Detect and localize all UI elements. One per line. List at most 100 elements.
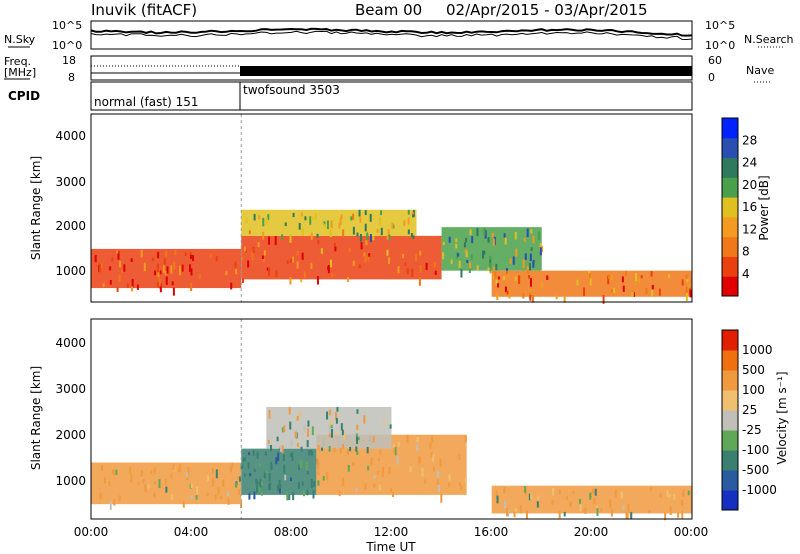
velocity-speckle bbox=[600, 508, 603, 512]
power-speckle bbox=[442, 241, 445, 246]
power-speckle bbox=[411, 268, 414, 278]
power-speckle bbox=[304, 216, 307, 221]
velocity-speckle bbox=[687, 490, 690, 496]
velocity-speckle bbox=[206, 475, 209, 482]
velocity-speckle bbox=[460, 485, 463, 490]
power-speckle bbox=[350, 216, 353, 221]
velocity-speckle bbox=[206, 492, 209, 496]
velocity-speckle bbox=[669, 506, 672, 515]
velocity-speckle bbox=[301, 481, 304, 486]
velocity-speckle bbox=[592, 488, 595, 494]
velocity-speckle bbox=[172, 463, 175, 471]
nave-tick-low: 0 bbox=[708, 71, 715, 84]
velocity-colorbar-swatch bbox=[722, 390, 738, 411]
power-speckle bbox=[286, 260, 289, 265]
power-speckle bbox=[296, 261, 299, 269]
power-speckle bbox=[281, 234, 284, 240]
velocity-speckle bbox=[289, 421, 292, 430]
power-speckle bbox=[198, 273, 201, 280]
power-speckle bbox=[310, 232, 313, 240]
power-speckle bbox=[412, 214, 415, 218]
power-speckle bbox=[528, 262, 531, 271]
nave-label: Nave bbox=[746, 64, 774, 77]
power-speckle bbox=[330, 220, 333, 229]
power-speckle bbox=[483, 227, 486, 236]
power-speckle bbox=[392, 224, 395, 229]
velocity-speckle bbox=[248, 493, 251, 500]
velocity-speckle bbox=[234, 482, 237, 488]
power-speckle bbox=[522, 293, 525, 299]
power-speckle bbox=[685, 286, 688, 295]
power-speckle bbox=[261, 255, 264, 259]
power-speckle bbox=[296, 251, 299, 256]
velocity-colorbar-tick: -100 bbox=[742, 443, 769, 457]
power-speckle bbox=[506, 273, 509, 277]
power-speckle bbox=[514, 231, 517, 240]
power-speckle bbox=[494, 271, 497, 280]
power-speckle bbox=[365, 240, 368, 246]
velocity-speckle bbox=[296, 415, 299, 421]
power-speckle bbox=[268, 236, 271, 245]
power-colorbar-label: Power [dB] bbox=[757, 175, 771, 240]
power-speckle bbox=[159, 270, 162, 275]
velocity-speckle bbox=[668, 494, 671, 498]
power-speckle bbox=[476, 265, 479, 271]
power-speckle bbox=[102, 283, 105, 287]
power-speckle bbox=[215, 255, 218, 262]
power-speckle bbox=[303, 271, 306, 278]
velocity-speckle bbox=[448, 474, 451, 481]
velocity-speckle bbox=[189, 483, 192, 489]
power-speckle bbox=[316, 233, 319, 238]
power-speckle bbox=[448, 236, 451, 243]
velocity-speckle bbox=[383, 420, 386, 424]
power-speckle bbox=[688, 284, 691, 289]
power-speckle bbox=[540, 245, 543, 253]
velocity-speckle bbox=[378, 484, 381, 491]
velocity-speckle bbox=[153, 492, 156, 498]
power-speckle bbox=[184, 252, 187, 256]
power-speckle bbox=[450, 259, 453, 264]
power-speckle bbox=[514, 276, 517, 282]
power-speckle bbox=[369, 234, 372, 243]
power-speckle bbox=[342, 229, 345, 237]
velocity-speckle bbox=[278, 479, 281, 486]
velocity-speckle bbox=[507, 509, 510, 517]
velocity-speckle bbox=[258, 463, 261, 467]
velocity-speckle bbox=[458, 482, 461, 486]
velocity-speckle bbox=[373, 474, 376, 479]
power-speckle bbox=[635, 272, 638, 282]
velocity-speckle bbox=[306, 470, 309, 475]
power-speckle bbox=[487, 267, 490, 271]
velocity-speckle bbox=[392, 443, 395, 448]
velocity-speckle bbox=[281, 445, 284, 454]
power-speckle bbox=[503, 275, 506, 280]
velocity-speckle bbox=[129, 466, 132, 475]
velocity-speckle bbox=[448, 482, 451, 487]
power-speckle bbox=[523, 237, 526, 242]
power-speckle bbox=[632, 292, 635, 297]
power-speckle bbox=[111, 257, 114, 262]
power-speckle bbox=[492, 238, 495, 246]
power-speckle bbox=[190, 268, 193, 276]
velocity-speckle bbox=[171, 494, 174, 501]
power-colorbar: 28 24 20 16 12 8 4 bbox=[721, 117, 757, 297]
velocity-colorbar-swatch bbox=[722, 350, 738, 371]
velocity-speckle bbox=[306, 440, 309, 448]
velocity-speckle bbox=[347, 464, 350, 472]
velocity-speckle bbox=[247, 462, 250, 470]
power-speckle bbox=[607, 275, 610, 285]
power-speckle bbox=[320, 248, 323, 254]
velocity-speckle bbox=[311, 426, 314, 436]
x-axis: 00:00 04:00 08:00 12:00 16:00 20:00 00:0… bbox=[74, 525, 709, 554]
velocity-speckle bbox=[349, 446, 352, 452]
cpid-segment-2: twofsound 3503 bbox=[243, 83, 340, 97]
power-speckle bbox=[387, 257, 390, 265]
power-speckle bbox=[610, 274, 613, 281]
velocity-speckle bbox=[530, 493, 533, 500]
velocity-speckle bbox=[307, 420, 310, 427]
power-ytick-2000: 2000 bbox=[55, 219, 86, 233]
velocity-speckle bbox=[249, 473, 252, 477]
power-speckle bbox=[245, 218, 248, 224]
power-speckle bbox=[131, 286, 134, 292]
power-speckle bbox=[268, 267, 271, 277]
